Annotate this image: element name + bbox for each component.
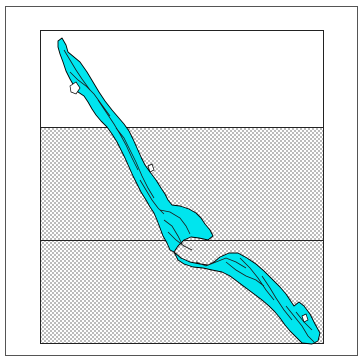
island bbox=[147, 163, 155, 173]
channel-line bbox=[97, 99, 139, 171]
channel-line bbox=[285, 305, 315, 343]
channel-line bbox=[163, 219, 183, 245]
channel-lines bbox=[63, 49, 315, 343]
channel-line bbox=[69, 71, 111, 117]
channel-line bbox=[63, 49, 91, 91]
channel-line bbox=[167, 231, 193, 251]
river-upper-reach bbox=[57, 37, 214, 253]
channel-line bbox=[225, 261, 265, 287]
channel-line bbox=[195, 257, 247, 269]
island bbox=[69, 81, 81, 95]
map-border bbox=[40, 30, 324, 344]
island bbox=[301, 313, 309, 323]
channel-islands bbox=[69, 81, 309, 323]
channel-line bbox=[239, 257, 275, 301]
channel-line bbox=[115, 127, 155, 199]
river-lower-reach bbox=[173, 251, 321, 345]
channel-line bbox=[159, 209, 191, 235]
channel-line bbox=[261, 275, 293, 321]
